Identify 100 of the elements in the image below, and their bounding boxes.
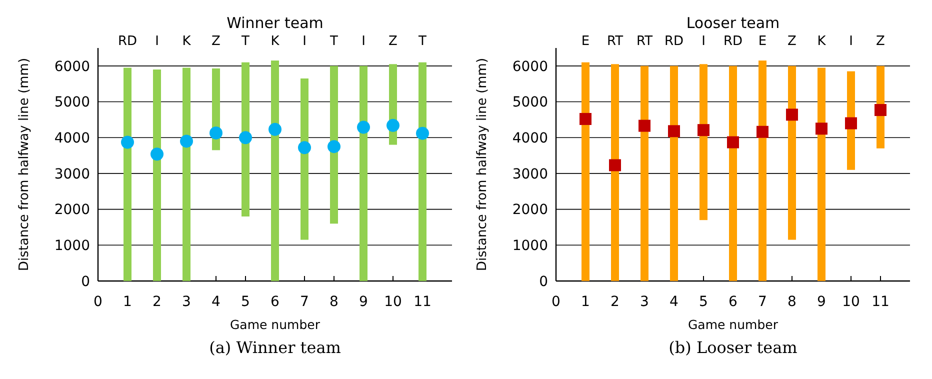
x-axis-title: Game number <box>230 317 321 332</box>
y-tick-label: 0 <box>539 274 548 290</box>
point <box>416 126 429 140</box>
x-tick-label: 4 <box>670 294 679 310</box>
y-tick-label: 4000 <box>54 130 90 147</box>
x-tick-label: 7 <box>300 294 309 310</box>
chart-title: Winner team <box>226 14 324 32</box>
text: (a) Winner team <box>209 338 341 357</box>
x-tick-label: 8 <box>330 294 338 310</box>
x-tick-label: 5 <box>699 294 708 310</box>
x-tick-label: 6 <box>270 294 280 310</box>
y-tick-label: 1000 <box>512 238 548 254</box>
point <box>580 112 592 125</box>
point <box>727 136 739 148</box>
x-tick-label: 2 <box>152 294 162 310</box>
bar <box>818 68 826 281</box>
x-tick-label: 6 <box>728 294 738 310</box>
bar <box>153 70 161 281</box>
bar <box>271 60 279 281</box>
point <box>239 131 252 144</box>
point <box>845 117 857 130</box>
y-tick-label: 5000 <box>512 94 548 111</box>
annotation: Z <box>788 34 797 49</box>
x-tick-label: 10 <box>384 294 402 310</box>
y-tick-label: 0 <box>81 274 90 290</box>
point <box>786 108 798 121</box>
x-tick-label: 9 <box>817 294 826 310</box>
y-tick-label: 1000 <box>54 238 90 254</box>
bar <box>360 66 368 281</box>
point <box>357 120 370 134</box>
x-axis-title: Game number <box>688 317 779 332</box>
bar <box>242 62 250 216</box>
bar <box>788 66 796 240</box>
x-tick-label: 0 <box>94 294 102 310</box>
bar <box>300 78 308 240</box>
x-tick-label: 1 <box>123 294 132 310</box>
point <box>298 141 311 154</box>
annotation: I <box>849 34 853 49</box>
annotation: K <box>817 34 826 49</box>
point <box>210 126 222 140</box>
x-tick-label: 10 <box>842 294 860 310</box>
y-tick-label: 6000 <box>512 58 548 75</box>
annotation: I <box>302 34 306 49</box>
annotation: K <box>270 34 280 49</box>
bar <box>729 66 737 281</box>
y-tick-label: 2000 <box>54 202 90 218</box>
annotation: E <box>758 34 767 49</box>
point <box>150 148 164 161</box>
point <box>268 122 282 136</box>
x-tick-label: 3 <box>182 294 191 310</box>
annotation: I <box>155 34 159 49</box>
point <box>328 140 340 154</box>
y-axis-title: Distance from halfway line (mm) <box>17 58 32 272</box>
annotation: Z <box>388 34 398 49</box>
annotation: RT <box>606 34 624 49</box>
bar <box>640 66 648 281</box>
y-axis-title: Distance from halfway line (mm) <box>475 58 490 272</box>
bar <box>670 66 678 281</box>
point <box>698 124 710 136</box>
x-tick-label: 11 <box>414 294 432 310</box>
point <box>816 122 828 135</box>
y-tick-label: 4000 <box>512 130 548 147</box>
annotation: K <box>182 34 192 49</box>
annotation: RT <box>636 34 653 49</box>
x-tick-label: 4 <box>212 294 221 310</box>
point <box>668 125 680 138</box>
point <box>609 159 621 172</box>
point <box>121 136 134 149</box>
annotation: RD <box>723 34 743 49</box>
annotation: T <box>240 34 250 49</box>
y-tick-label: 2000 <box>512 202 548 218</box>
annotation: E <box>581 34 590 49</box>
annotation: RD <box>118 34 138 49</box>
annotation: T <box>418 34 427 49</box>
x-tick-label: 1 <box>581 294 590 310</box>
text: (b) Looser team <box>668 338 798 357</box>
chart-title: Looser team <box>686 14 780 32</box>
bar <box>330 66 338 224</box>
x-tick-label: 3 <box>640 294 649 310</box>
x-tick-label: 9 <box>359 294 368 310</box>
x-tick-label: 7 <box>758 294 767 310</box>
annotation: Z <box>876 34 886 49</box>
annotation: T <box>329 34 338 49</box>
point <box>638 120 650 132</box>
annotation: Z <box>212 34 221 49</box>
annotation: I <box>362 34 366 49</box>
bar <box>700 64 708 220</box>
x-tick-label: 2 <box>610 294 620 310</box>
point <box>180 134 193 148</box>
bar <box>418 62 426 281</box>
annotation: RD <box>664 34 684 49</box>
x-tick-label: 11 <box>872 294 890 310</box>
point <box>756 126 768 138</box>
y-tick-label: 3000 <box>512 166 548 182</box>
bar <box>182 68 190 281</box>
annotation: I <box>702 34 706 49</box>
bar <box>758 60 766 281</box>
y-tick-label: 3000 <box>54 166 90 182</box>
bar <box>582 62 590 281</box>
point <box>874 104 886 116</box>
